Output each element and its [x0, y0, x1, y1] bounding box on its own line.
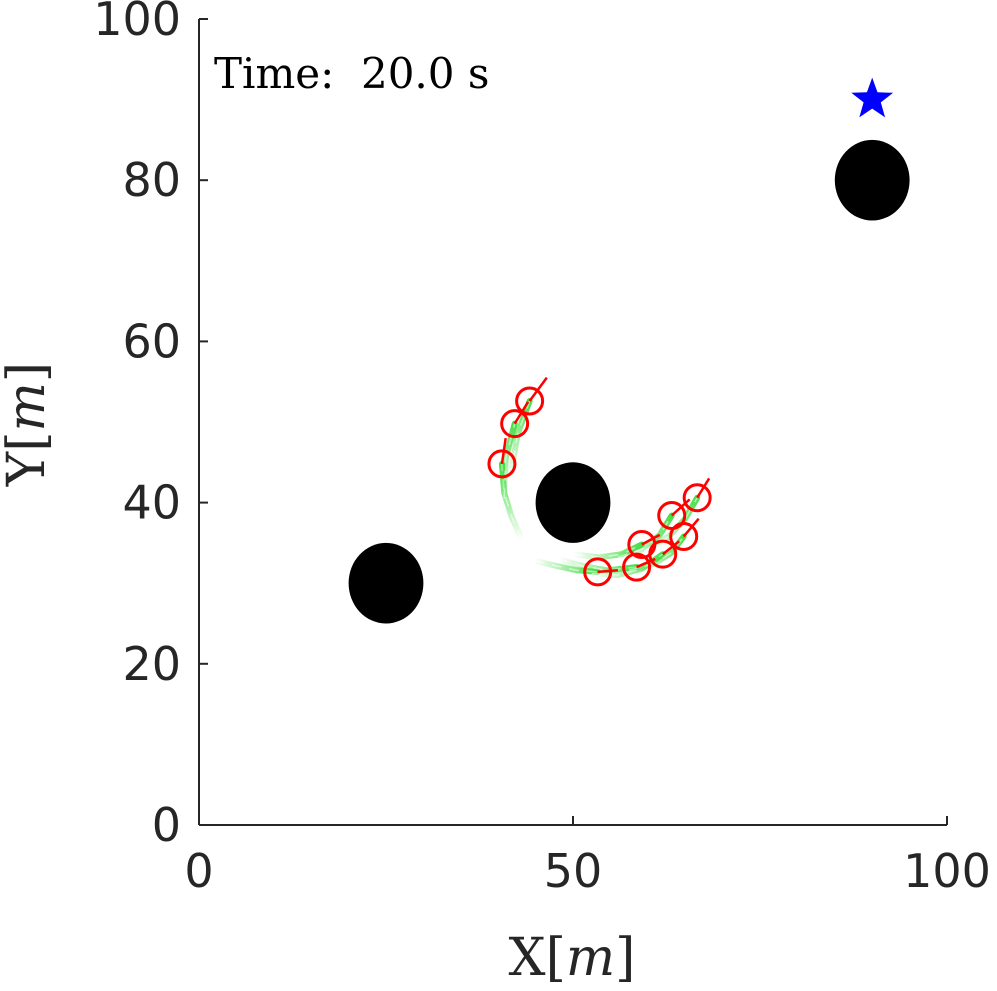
- agent-heading: [696, 477, 711, 499]
- y-axis-label-open: [: [0, 431, 57, 451]
- y-tick-label: 20: [122, 637, 181, 691]
- agent-heading: [641, 533, 661, 546]
- y-tick-label: 80: [122, 153, 181, 207]
- agent-heading: [528, 376, 548, 402]
- agents: [487, 376, 712, 587]
- agent-heading: [597, 569, 618, 574]
- y-tick-label: 100: [93, 0, 181, 46]
- x-tick-label: 100: [903, 844, 991, 898]
- agent-marker: [622, 552, 652, 582]
- agent-marker: [515, 386, 545, 416]
- x-axis-label-main: X: [509, 928, 546, 988]
- agent: [682, 477, 712, 513]
- obstacle: [535, 462, 611, 543]
- agent-marker: [648, 539, 678, 569]
- y-axis-label-main: Y: [0, 451, 57, 487]
- tick-labels: 0 50 100 0 20 40 60 80 100: [93, 0, 991, 898]
- agent: [669, 517, 700, 551]
- agent-marker: [583, 557, 613, 587]
- agent: [515, 376, 548, 416]
- agent-trail-dash: [503, 423, 516, 499]
- agent-marker: [669, 521, 699, 551]
- agent-marker: [500, 409, 530, 439]
- agent-trail-dash: [628, 536, 685, 572]
- time-annotation: Time: 20.0 s: [214, 49, 489, 98]
- goal-marker-group: [851, 77, 894, 118]
- agent-trail-dash: [509, 400, 531, 479]
- agent-trail-dash: [501, 463, 523, 541]
- axes-frame: [198, 19, 947, 826]
- agent: [648, 539, 680, 569]
- y-axis-label-close: ]: [0, 362, 57, 382]
- agent-trail-dash: [617, 515, 673, 559]
- y-tick-label: 40: [122, 476, 181, 530]
- y-axis-label: Y[m]: [0, 362, 57, 487]
- agent-marker: [487, 449, 517, 479]
- x-axis-label-close: ]: [615, 928, 635, 988]
- x-tick-label: 0: [184, 844, 213, 898]
- agent-heading: [661, 540, 680, 556]
- obstacle: [834, 139, 910, 221]
- agent-trail-dash: [557, 558, 637, 572]
- agent: [487, 437, 517, 479]
- agent: [583, 557, 618, 587]
- obstacle: [348, 542, 424, 624]
- agent-trail-dash: [533, 559, 598, 573]
- agent-marker: [682, 483, 712, 513]
- x-tick-label: 50: [544, 844, 603, 898]
- x-axis-label-open: [: [546, 928, 566, 988]
- y-axis-label-unit: m: [0, 382, 57, 431]
- tick-marks: [198, 18, 948, 826]
- goal-star-icon: [851, 77, 894, 118]
- y-tick-label: 60: [122, 314, 181, 368]
- agent-trail-dash: [572, 543, 643, 559]
- x-axis-label: X[m]: [509, 928, 636, 988]
- x-axis-label-unit: m: [566, 928, 615, 988]
- y-tick-label: 0: [152, 798, 181, 852]
- obstacles: [348, 139, 910, 624]
